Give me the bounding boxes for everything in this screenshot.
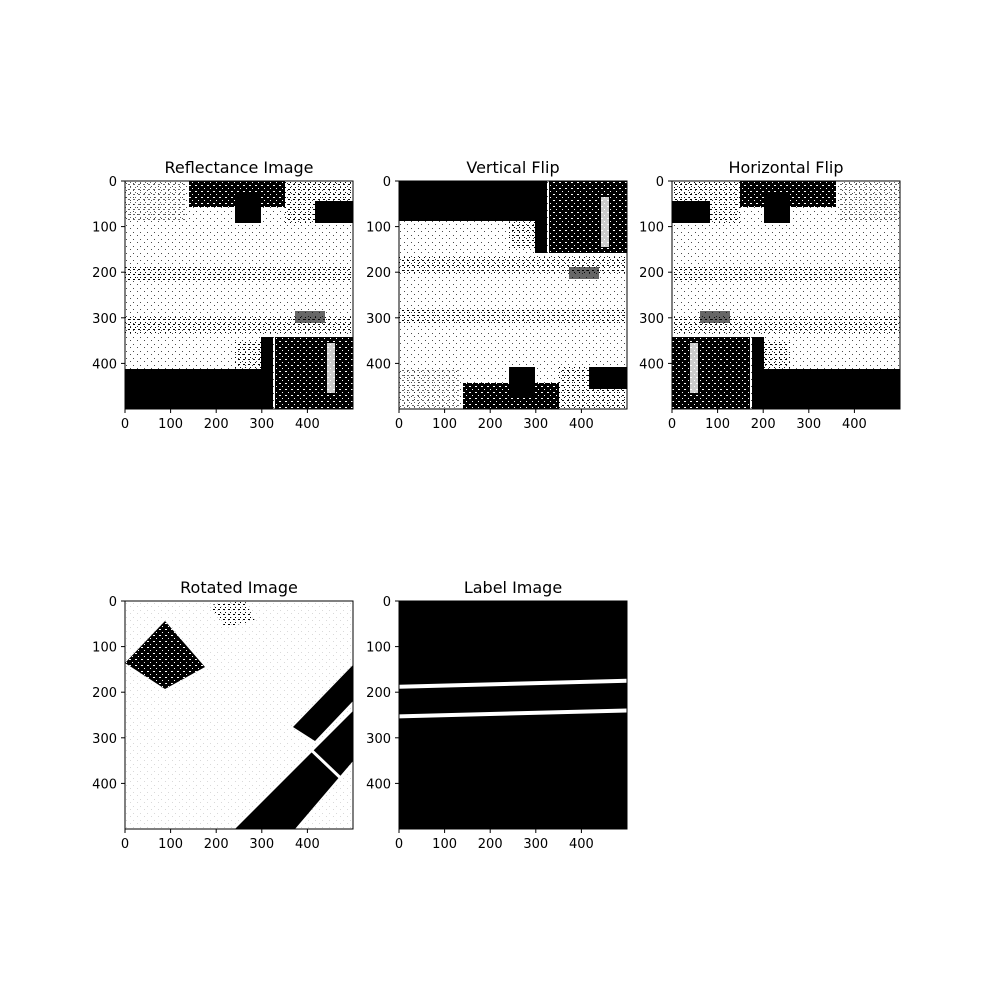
y-tick-label: 100 (92, 641, 117, 656)
x-tick-label: 300 (249, 837, 274, 852)
x-tick-label: 300 (523, 837, 548, 852)
image-raster (399, 181, 627, 409)
y-tick-label: 100 (92, 221, 117, 236)
x-tick-label: 100 (432, 837, 457, 852)
y-tick-label: 400 (366, 777, 391, 792)
x-tick-label: 400 (295, 837, 320, 852)
y-tick-label: 400 (92, 777, 117, 792)
x-tick-label: 0 (395, 837, 403, 852)
y-tick-label: 200 (92, 686, 117, 701)
y-tick-label: 300 (366, 732, 391, 747)
y-tick-label: 300 (92, 312, 117, 327)
x-tick-label: 200 (751, 417, 776, 432)
y-tick-label: 400 (92, 357, 117, 372)
x-tick-label: 400 (295, 417, 320, 432)
lane-line-1 (399, 678, 627, 689)
y-tick-label: 200 (366, 266, 391, 281)
y-tick-label: 100 (366, 641, 391, 656)
x-tick-label: 100 (158, 417, 183, 432)
subplot-3: Horizontal Flip 0 100 200 300 400 0 100 200 300 40… (639, 158, 901, 432)
subplot-4: Rotated Image 0 100 200 300 400 0 100 200 300 400 (92, 578, 354, 852)
subplot-title: Vertical Flip (466, 158, 559, 177)
y-tick-label: 0 (656, 175, 664, 190)
subplot-5: Label Image 0 100 200 300 400 0 100 200 300 400 (366, 578, 628, 852)
y-tick-label: 200 (366, 686, 391, 701)
y-tick-label: 0 (383, 595, 391, 610)
x-tick-label: 400 (842, 417, 867, 432)
x-tick-label: 200 (204, 417, 229, 432)
y-tick-label: 0 (383, 175, 391, 190)
axes-frame (398, 600, 628, 830)
y-tick-label: 0 (109, 175, 117, 190)
subplot-1: Reflectance Image 0 100 200 300 400 0 100 200 300… (92, 158, 354, 432)
image-raster (125, 601, 353, 829)
y-tick-label: 400 (366, 357, 391, 372)
x-tick-label: 0 (668, 417, 676, 432)
image-raster (399, 601, 627, 829)
image-raster (125, 181, 353, 409)
subplot-title: Label Image (464, 578, 562, 597)
x-tick-label: 400 (569, 417, 594, 432)
lane-line-2 (399, 708, 627, 719)
subplot-title: Horizontal Flip (728, 158, 843, 177)
image-raster (672, 181, 900, 409)
x-tick-label: 100 (158, 837, 183, 852)
y-tick-label: 300 (366, 312, 391, 327)
y-tick-label: 300 (92, 732, 117, 747)
x-tick-label: 100 (705, 417, 730, 432)
x-tick-label: 300 (796, 417, 821, 432)
x-tick-label: 200 (204, 837, 229, 852)
y-tick-label: 400 (639, 357, 664, 372)
x-tick-label: 300 (523, 417, 548, 432)
x-tick-label: 0 (121, 837, 129, 852)
y-tick-label: 200 (92, 266, 117, 281)
x-tick-label: 400 (569, 837, 594, 852)
y-tick-label: 200 (639, 266, 664, 281)
x-tick-label: 0 (395, 417, 403, 432)
x-tick-label: 0 (121, 417, 129, 432)
x-tick-label: 300 (249, 417, 274, 432)
y-tick-label: 300 (639, 312, 664, 327)
y-tick-label: 0 (109, 595, 117, 610)
x-tick-label: 200 (478, 837, 503, 852)
axes-frame (124, 180, 354, 410)
x-tick-label: 100 (432, 417, 457, 432)
subplot-title: Rotated Image (180, 578, 298, 597)
axes-frame (398, 180, 628, 410)
axes-frame (671, 180, 901, 410)
y-tick-label: 100 (639, 221, 664, 236)
subplot-2: Vertical Flip 0 100 200 300 400 0 100 200 300 400 (366, 158, 628, 432)
axes-frame (124, 600, 354, 830)
subplot-title: Reflectance Image (164, 158, 313, 177)
y-tick-label: 100 (366, 221, 391, 236)
x-tick-label: 200 (478, 417, 503, 432)
